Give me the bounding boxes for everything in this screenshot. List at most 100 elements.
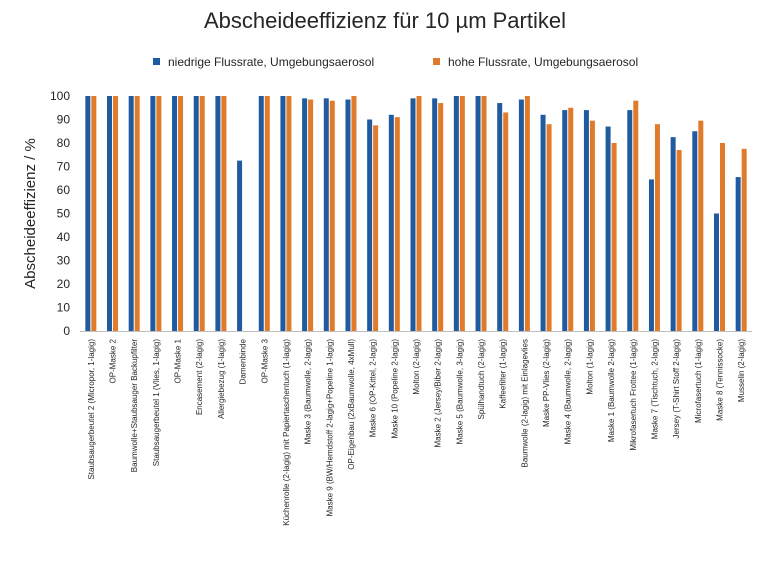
bar-high-flow [524,96,530,331]
bar-high-flow [394,117,400,332]
x-tick-label: Baumwolle+Staubsauger Backupfilter [130,339,139,473]
bar-high-flow [178,96,184,331]
bar-high-flow [91,96,97,331]
x-tick-label: Kaffeefilter (1-lagig) [499,339,508,409]
legend-item-low-flow: niedrige Flussrate, Umgebungsaerosol [153,55,374,69]
bar-high-flow [416,96,422,331]
bar-high-flow [698,120,704,331]
x-tick-label: Maske 4 (Baumwolle, 2-lagig) [564,339,573,445]
x-tick-label: Staubsaugerbeutel 2 (Micropor, 1-lagig) [87,339,96,480]
x-tick-label: OP-Maske 1 [174,338,183,383]
bar-low-flow [345,99,351,332]
bar-high-flow [199,96,205,331]
x-tick-label: Baumwolle (2-lagig) mit Einlagevlies [520,339,529,468]
x-tick-label: Maske 8 (Tennissocke) [715,339,724,421]
bar-high-flow [546,124,552,331]
bar-low-flow [367,119,373,331]
y-tick-label: 70 [57,160,71,174]
bar-high-flow [134,96,140,331]
x-tick-label: OP-Maske 3 [260,338,269,383]
bar-high-flow [611,143,617,331]
bar-high-flow [481,96,487,331]
bar-low-flow [453,96,459,331]
bar-low-flow [540,114,546,331]
x-tick-label: Jersey (T-Shirt Stoff 2-lagig) [672,339,681,439]
x-tick-label: Musselin (2-lagig) [737,339,746,402]
bar-high-flow [741,148,747,331]
x-tick-label: Encasement (2-lagig) [195,339,204,415]
y-tick-label: 10 [57,301,71,315]
y-tick-label: 0 [63,324,70,338]
bar-low-flow [518,99,524,332]
x-tick-label: Maske PP-Vlies (2-lagig) [542,339,551,427]
bar-high-flow [308,99,314,332]
bar-high-flow [719,143,725,331]
bar-low-flow [410,98,416,331]
bar-low-flow [150,96,156,331]
bar-low-flow [237,160,243,331]
bar-high-flow [676,150,682,331]
bar-low-flow [432,98,438,331]
bar-low-flow [735,177,741,331]
bar-high-flow [438,103,444,331]
x-tick-label: Maske 10 (Popeline 2-lagig) [390,339,399,439]
bar-low-flow [648,179,654,331]
x-tick-label: Maske 5 (Baumwolle, 3-lagig) [455,339,464,445]
x-tick-label: Küchenrolle (2-lagig) mit Papiertaschent… [282,339,291,526]
legend-item-high-flow: hohe Flussrate, Umgebungsaerosol [433,55,638,69]
y-tick-label: 50 [57,207,71,221]
bar-low-flow [280,96,286,331]
x-tick-label: Spülhandtuch (2-lagig) [477,339,486,420]
bar-low-flow [85,96,91,331]
bar-low-flow [670,137,676,331]
y-tick-label: 20 [57,277,71,291]
bar-high-flow [286,96,292,331]
y-tick-label: 100 [50,89,70,103]
chart-title: Abscheideeffizienz für 10 µm Partikel [203,8,566,33]
bar-low-flow [605,126,611,331]
bar-high-flow [264,96,270,331]
legend-swatch-low-flow [153,58,160,65]
bar-low-flow [302,98,308,331]
bar-low-flow [627,110,633,331]
bar-high-flow [459,96,465,331]
x-tick-label: Maske 7 (Tischtuch, 2-lagig) [650,339,659,440]
bar-low-flow [215,96,221,331]
y-tick-label: 80 [57,136,71,150]
bar-low-flow [107,96,113,331]
bar-high-flow [329,100,335,331]
x-tick-label: Molton (1-lagig) [585,339,594,395]
legend: niedrige Flussrate, Umgebungsaerosol hoh… [0,55,770,71]
x-tick-label: Staubsaugerbeutel 1 (Vlies, 1-lagig) [152,339,161,467]
bar-high-flow [568,107,574,331]
bar-low-flow [172,96,178,331]
y-tick-label: 30 [57,254,71,268]
bar-high-flow [351,96,357,331]
x-tick-label: Damenbinde [239,338,248,384]
y-tick-label: 60 [57,183,71,197]
bar-low-flow [475,96,481,331]
bar-low-flow [562,110,568,331]
x-tick-label: Maske 1 (Baumwolle 2-lagig) [607,339,616,442]
x-tick-label: Maske 2 (Jersey/Biber 2-lagig) [434,339,443,448]
bar-high-flow [113,96,119,331]
bar-high-flow [654,124,660,331]
bar-low-flow [713,213,719,331]
bar-high-flow [373,125,379,331]
y-tick-label: 40 [57,230,71,244]
y-axis-title: Abscheideeffizienz / % [22,138,39,289]
x-tick-label: Microfasertuch (1-lagig) [694,339,703,423]
bar-low-flow [323,98,329,331]
x-tick-label: Molton (2-lagig) [412,339,421,395]
bar-low-flow [388,114,394,331]
x-tick-label: Maske 6 (OP-Kittel, 2-lagig) [369,339,378,438]
bar-low-flow [692,131,698,331]
x-tick-label: OP-Eigenbau (2xBaumwolle, 4xMull) [347,339,356,470]
legend-label-high-flow: hohe Flussrate, Umgebungsaerosol [448,55,639,69]
bar-high-flow [503,112,509,331]
legend-label-low-flow: niedrige Flussrate, Umgebungsaerosol [168,55,375,69]
x-tick-label: Maske 9 (BW/Hemdstoff 2-lagig+Popeline 1… [325,339,334,517]
y-tick-label: 90 [57,113,71,127]
legend-swatch-high-flow [433,58,440,65]
x-tick-label: Allergiebezug (1-lagig) [217,339,226,419]
